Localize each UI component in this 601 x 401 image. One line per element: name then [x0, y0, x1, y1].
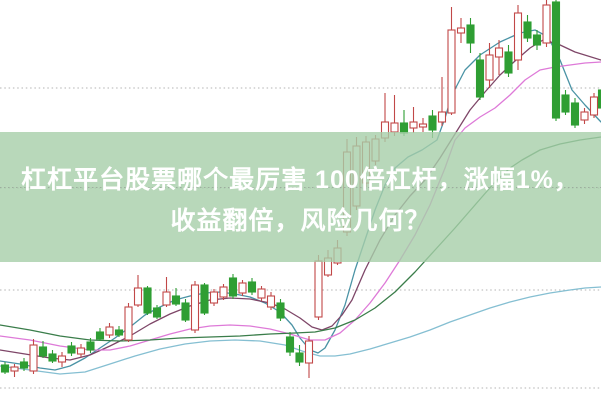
headline-text: 杠杠平台股票哪个最厉害 100倍杠杆，涨幅1%， 收益翻倍，风险几何？ [0, 132, 601, 262]
headline-line-2: 收益翻倍，风险几何？ [170, 207, 431, 235]
headline-line-1: 杠杠平台股票哪个最厉害 100倍杠杆，涨幅1%， [21, 166, 580, 194]
headline-band [0, 132, 601, 262]
gridline-through-band [0, 187, 601, 188]
